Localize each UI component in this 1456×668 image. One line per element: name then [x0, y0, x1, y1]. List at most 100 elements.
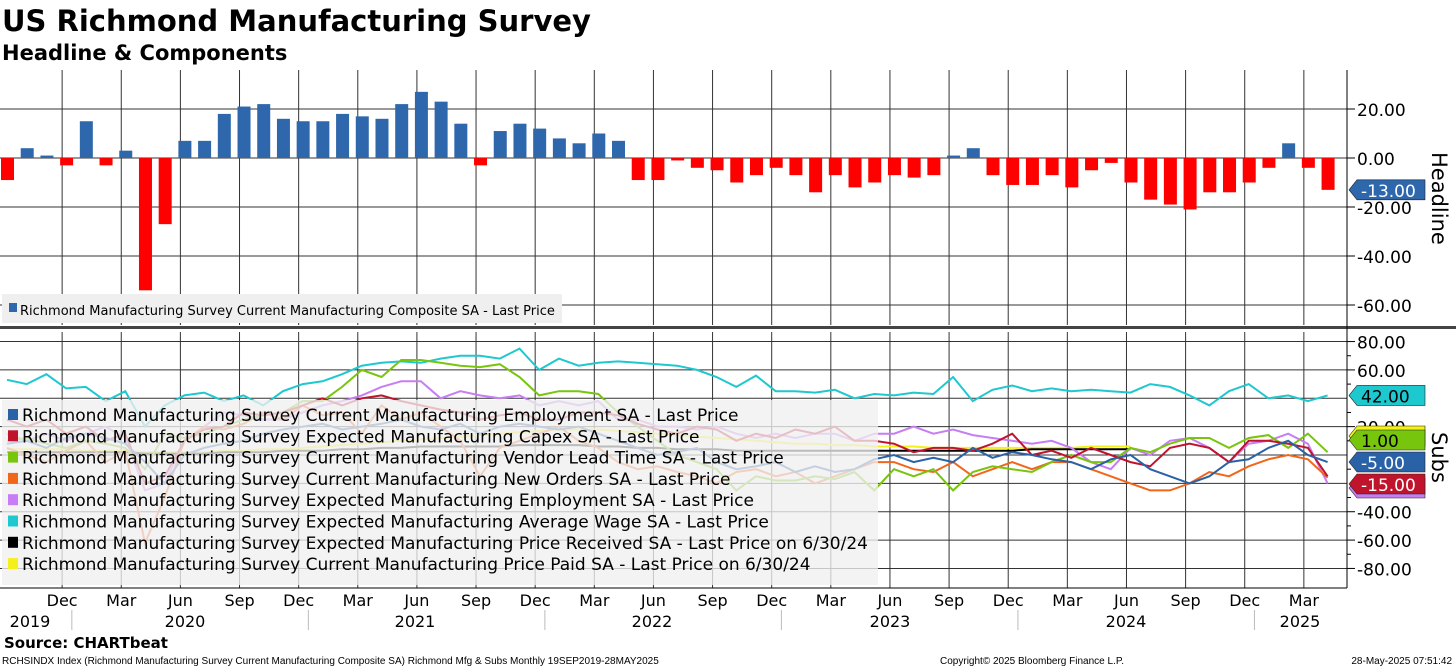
headline-bar — [749, 158, 763, 176]
headline-bar — [99, 158, 113, 166]
headline-bar — [1223, 158, 1237, 193]
headline-bar — [1065, 158, 1079, 188]
legend-swatch — [8, 409, 18, 420]
headline-bar — [276, 118, 290, 158]
x-month-label: Jun — [640, 591, 666, 610]
y-tick-label: -20.00 — [1357, 199, 1412, 219]
x-month-label: Sep — [461, 591, 491, 610]
headline-bar — [454, 123, 468, 158]
legend-label: Richmond Manufacturing Survey Current Ma… — [22, 555, 811, 575]
headline-bars — [1, 91, 1335, 291]
legend-swatch — [8, 494, 18, 506]
footer-copyright: Copyright© 2025 Bloomberg Finance L.P. — [940, 656, 1124, 667]
headline-bar — [355, 116, 369, 158]
x-month-label: Jun — [403, 591, 429, 610]
x-year-label: 2025 — [1280, 612, 1321, 631]
headline-bar — [592, 133, 606, 158]
headline-bar — [1124, 158, 1138, 183]
y-tick-label: 20.00 — [1357, 101, 1406, 121]
headline-bar — [395, 104, 409, 158]
headline-bar — [612, 140, 626, 158]
headline-bar — [1262, 158, 1276, 168]
subs-legend: Richmond Manufacturing Survey Current Ma… — [2, 400, 878, 585]
headline-bar — [907, 158, 921, 178]
x-year-label: 2024 — [1106, 612, 1147, 631]
last-value-label: 1.00 — [1361, 432, 1399, 452]
headline-bar — [631, 158, 645, 181]
headline-bar — [1321, 158, 1335, 190]
headline-bar — [809, 158, 823, 193]
headline-bar — [651, 158, 665, 181]
headline-bar — [868, 158, 882, 183]
headline-bar — [257, 104, 271, 158]
x-month-label: Dec — [756, 591, 787, 610]
headline-bar — [966, 148, 980, 158]
y-tick-label: 80.00 — [1357, 334, 1406, 354]
panel-label-subs: Subs — [1427, 432, 1451, 483]
last-value-tag — [1348, 473, 1426, 495]
y-tick-label: -40.00 — [1357, 504, 1412, 524]
x-year-label: 2023 — [870, 612, 911, 631]
last-value-label: -5.00 — [1361, 454, 1405, 474]
x-month-label: Jun — [876, 591, 902, 610]
last-value-tag — [1348, 385, 1426, 406]
headline-bar — [178, 140, 192, 158]
headline-bar — [1045, 158, 1059, 176]
last-value-tag — [1348, 429, 1426, 451]
headline-bar — [1301, 158, 1315, 168]
x-year-label: 2021 — [395, 612, 436, 631]
headline-bar — [552, 138, 566, 158]
panel-separator — [0, 326, 1456, 329]
headline-bar — [927, 158, 941, 176]
headline-legend-label: Richmond Manufacturing Survey Current Ma… — [20, 304, 555, 319]
headline-bar — [730, 158, 744, 183]
legend-label: Richmond Manufacturing Survey Current Ma… — [22, 470, 730, 490]
legend-label: Richmond Manufacturing Survey Expected M… — [22, 491, 754, 511]
subs-legend-bg — [2, 400, 878, 585]
x-month-label: Mar — [579, 591, 610, 610]
x-year-label: 2020 — [165, 612, 206, 631]
y-tick-label: -80.00 — [1357, 560, 1412, 580]
headline-legend-bg — [2, 294, 562, 323]
headline-bar — [789, 158, 803, 176]
headline-legend: Richmond Manufacturing Survey Current Ma… — [2, 294, 562, 323]
headline-bar — [474, 158, 488, 166]
headline-bar — [138, 158, 152, 291]
x-month-label: Dec — [1229, 591, 1260, 610]
headline-bar — [1, 158, 14, 181]
headline-bar — [572, 143, 586, 158]
legend-swatch — [8, 536, 18, 548]
source-label: Source: CHARTbeat — [4, 634, 168, 652]
headline-bar — [513, 123, 527, 158]
headline-bar — [671, 158, 685, 161]
x-month-label: Dec — [283, 591, 314, 610]
headline-bar — [493, 131, 507, 158]
x-month-label: Dec — [47, 591, 78, 610]
x-month-label: Sep — [1171, 591, 1201, 610]
headline-bar — [1104, 158, 1118, 163]
x-month-label: Mar — [816, 591, 847, 610]
legend-label: Richmond Manufacturing Survey Current Ma… — [22, 449, 784, 469]
footer-timestamp: 28-May-2025 07:51:42 — [1351, 656, 1452, 667]
headline-bar — [1144, 158, 1158, 200]
x-year-label: 2019 — [10, 612, 51, 631]
headline-bar — [828, 158, 842, 176]
headline-bar — [986, 158, 1000, 176]
headline-bar — [1203, 158, 1217, 193]
headline-bar — [434, 101, 448, 158]
x-month-label: Jun — [1113, 591, 1139, 610]
x-month-label: Dec — [520, 591, 551, 610]
headline-bar — [1085, 158, 1099, 171]
headline-bar — [533, 128, 547, 158]
headline-bar — [198, 140, 212, 158]
legend-swatch — [8, 558, 18, 570]
y-tick-label: -40.00 — [1357, 248, 1412, 268]
headline-bar — [60, 158, 74, 166]
panel-label-headline: Headline — [1427, 152, 1451, 245]
headline-bar — [1183, 158, 1197, 210]
chart-title: US Richmond Manufacturing Survey — [2, 4, 591, 38]
headline-bar — [237, 106, 251, 158]
footer-description: RCHSINDX Index (Richmond Manufacturing S… — [2, 656, 659, 667]
axes: 20.000.00-20.00-40.00-60.0080.0060.0020.… — [1346, 70, 1451, 588]
